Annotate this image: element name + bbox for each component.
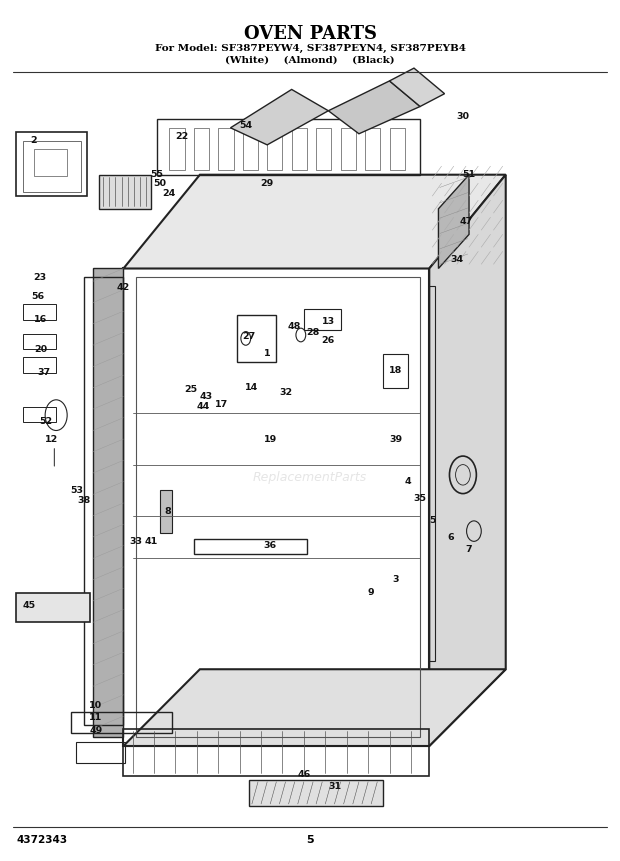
Text: 37: 37: [37, 368, 50, 377]
Text: 23: 23: [33, 273, 46, 282]
Text: 19: 19: [264, 435, 277, 443]
Text: 25: 25: [184, 385, 197, 394]
Text: 28: 28: [306, 328, 320, 337]
Text: 38: 38: [77, 496, 91, 505]
Text: 12: 12: [45, 435, 58, 443]
Text: 55: 55: [151, 170, 164, 179]
Text: 17: 17: [215, 400, 228, 410]
Text: 5: 5: [429, 516, 436, 524]
Bar: [136, 277, 420, 738]
Text: 4: 4: [405, 477, 411, 486]
Bar: [71, 712, 172, 734]
Text: 52: 52: [39, 418, 52, 426]
Text: 32: 32: [279, 387, 292, 397]
Polygon shape: [389, 68, 445, 107]
Bar: [169, 127, 185, 170]
Text: 36: 36: [264, 541, 277, 550]
Bar: [194, 539, 307, 554]
Text: 6: 6: [448, 533, 454, 542]
Text: 44: 44: [197, 402, 210, 411]
Bar: [249, 780, 383, 806]
Bar: [22, 304, 56, 319]
Text: 22: 22: [175, 132, 188, 141]
Text: 7: 7: [466, 545, 472, 554]
Text: 43: 43: [200, 392, 213, 401]
Bar: [242, 127, 258, 170]
Text: 41: 41: [144, 537, 157, 546]
Text: 16: 16: [34, 315, 48, 324]
Text: 27: 27: [242, 332, 255, 341]
Bar: [304, 308, 340, 330]
Text: 50: 50: [154, 179, 167, 188]
Bar: [237, 315, 277, 362]
Text: 53: 53: [70, 486, 83, 495]
Bar: [123, 269, 429, 746]
Bar: [99, 175, 151, 209]
Text: 18: 18: [389, 366, 402, 375]
Text: OVEN PARTS: OVEN PARTS: [244, 25, 376, 43]
Bar: [123, 729, 429, 776]
Text: 56: 56: [31, 292, 45, 301]
Bar: [389, 127, 405, 170]
Text: 5: 5: [306, 835, 314, 845]
Text: 49: 49: [89, 726, 102, 735]
Text: 8: 8: [165, 507, 172, 516]
Bar: [16, 132, 87, 196]
Bar: [291, 127, 307, 170]
Text: 35: 35: [414, 494, 427, 503]
Polygon shape: [429, 175, 506, 746]
Bar: [316, 127, 332, 170]
Bar: [157, 120, 420, 175]
Text: 3: 3: [392, 575, 399, 585]
Polygon shape: [123, 669, 506, 746]
Bar: [218, 127, 234, 170]
Text: 4372343: 4372343: [16, 835, 68, 845]
Text: 29: 29: [260, 179, 274, 188]
Text: 33: 33: [129, 537, 142, 546]
Text: 39: 39: [389, 435, 402, 443]
Bar: [340, 127, 356, 170]
Text: 54: 54: [239, 121, 252, 130]
Text: 30: 30: [456, 112, 469, 121]
Text: 34: 34: [450, 256, 463, 264]
Text: (White)    (Almond)    (Black): (White) (Almond) (Black): [225, 56, 395, 65]
Text: 31: 31: [328, 783, 341, 791]
Bar: [267, 127, 283, 170]
Text: 48: 48: [288, 322, 301, 331]
Text: 42: 42: [117, 282, 130, 292]
Bar: [22, 357, 56, 373]
Bar: [22, 334, 56, 350]
Text: ReplacementParts: ReplacementParts: [253, 471, 367, 484]
Text: 9: 9: [368, 588, 374, 597]
Bar: [33, 149, 67, 177]
Polygon shape: [329, 81, 420, 133]
Bar: [383, 354, 408, 387]
Text: 1: 1: [264, 350, 270, 358]
Text: 10: 10: [89, 701, 102, 709]
Text: 2: 2: [30, 136, 37, 146]
Polygon shape: [123, 175, 506, 269]
Bar: [365, 127, 380, 170]
Text: For Model: SF387PEYW4, SF387PEYN4, SF387PEYB4: For Model: SF387PEYW4, SF387PEYN4, SF387…: [154, 44, 466, 53]
Text: 26: 26: [322, 337, 335, 345]
Text: 24: 24: [162, 189, 176, 198]
Bar: [16, 592, 90, 623]
Bar: [429, 286, 435, 660]
Text: 13: 13: [322, 317, 335, 325]
Polygon shape: [438, 175, 469, 269]
Text: 47: 47: [459, 217, 472, 226]
Polygon shape: [93, 269, 123, 738]
Text: 46: 46: [297, 771, 311, 779]
Text: 20: 20: [34, 345, 47, 354]
Bar: [22, 406, 56, 422]
Polygon shape: [231, 90, 329, 145]
Bar: [194, 127, 209, 170]
Text: 45: 45: [22, 601, 35, 610]
Text: 11: 11: [89, 714, 102, 722]
Text: 51: 51: [463, 170, 476, 179]
Bar: [22, 140, 81, 192]
Polygon shape: [160, 490, 172, 533]
Bar: [76, 741, 125, 763]
Text: 14: 14: [246, 383, 259, 393]
